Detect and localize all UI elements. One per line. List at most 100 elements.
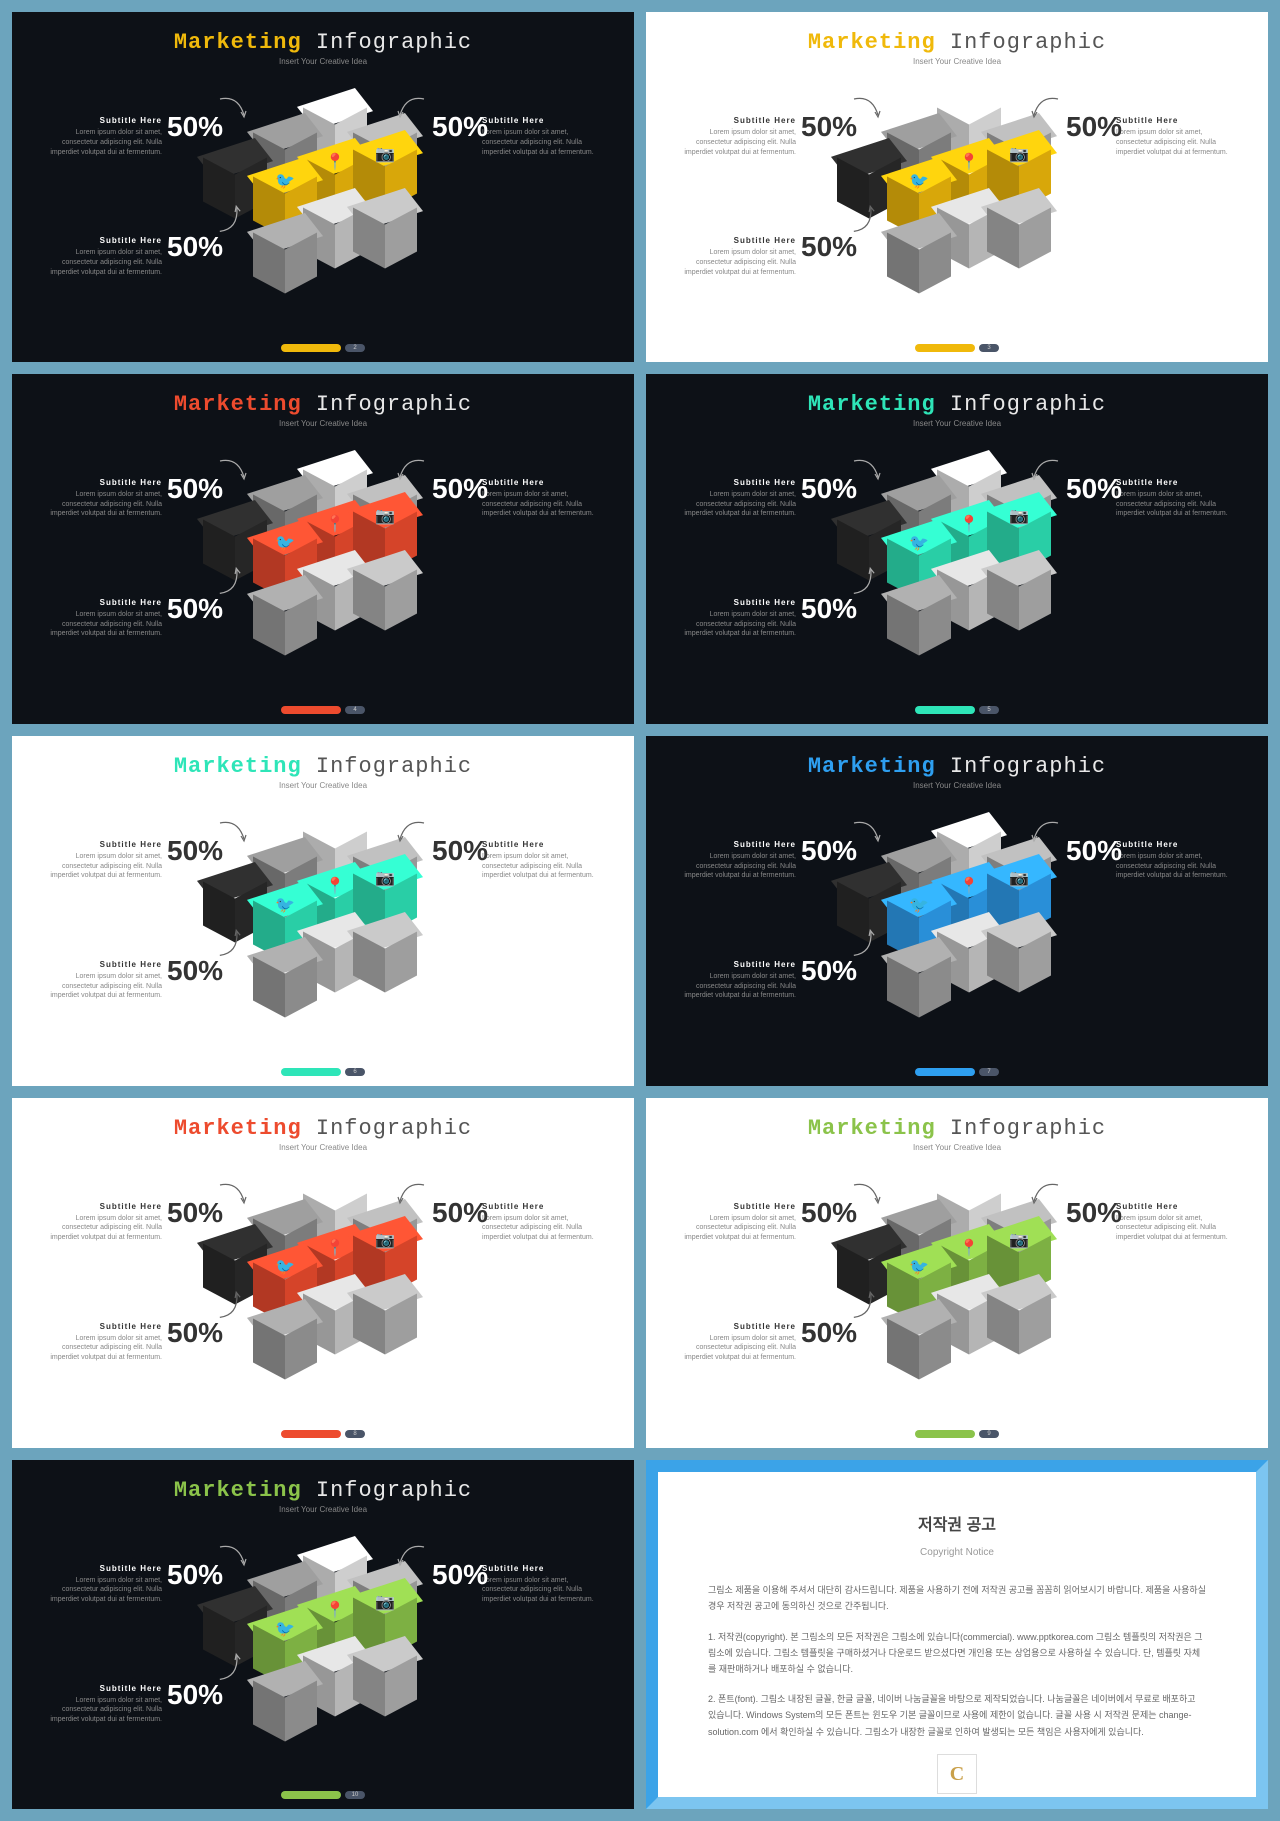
callout-body: Lorem ipsum dolor sit amet, consectetur … [42,490,162,519]
callout-percent: 50% [167,955,223,987]
twitter-icon: 🐦 [275,895,295,915]
cube [987,920,1051,984]
twitter-icon: 🐦 [275,533,295,553]
slide: Marketing InfographicInsert Your Creativ… [12,12,634,362]
callout-label: Subtitle Here [676,236,796,245]
title-rest: Infographic [936,754,1106,779]
content-area: 📍📷🐦Subtitle HereLorem ipsum dolor sit am… [12,438,634,698]
callout-body: Lorem ipsum dolor sit amet, consectetur … [42,1696,162,1725]
slide: Marketing Infographic Insert Your Creativ… [12,1098,634,1448]
pin-icon: 📍 [325,152,345,172]
twitter-icon: 🐦 [909,895,929,915]
callout: Subtitle HereLorem ipsum dolor sit amet,… [676,1322,796,1363]
callout-label: Subtitle Here [676,1322,796,1331]
notice-paragraph: 2. 폰트(font). 그림소 내장된 글꼴, 한글 글꼴, 네이버 나눔글꼴… [708,1691,1206,1740]
callout: Subtitle HereLorem ipsum dolor sit amet,… [42,1322,162,1363]
callout-label: Subtitle Here [676,478,796,487]
callout: Subtitle HereLorem ipsum dolor sit amet,… [42,840,162,881]
callout-label: Subtitle Here [42,1322,162,1331]
pin-icon: 📍 [325,514,345,534]
slide: Marketing InfographicInsert Your Creativ… [12,1460,634,1810]
watermark-icon: C [937,1754,977,1794]
slide-title: Marketing Infographic [646,736,1268,779]
page-number: 5 [979,706,999,714]
arrow-icon [1026,815,1066,855]
pager: 10 [281,1791,365,1799]
pin-icon: 📍 [959,1238,979,1258]
callout: Subtitle HereLorem ipsum dolor sit amet,… [42,598,162,639]
instagram-icon: 📷 [1009,1230,1029,1250]
cube [253,1307,317,1371]
slide-subtitle: Insert Your Creative Idea [646,57,1268,66]
callout-label: Subtitle Here [676,598,796,607]
callout-body: Lorem ipsum dolor sit amet, consectetur … [676,610,796,639]
callout: Subtitle HereLorem ipsum dolor sit amet,… [42,1202,162,1243]
callout-percent: 50% [167,1679,223,1711]
title-rest: Infographic [936,392,1106,417]
instagram-icon: 📷 [375,1230,395,1250]
callout: Subtitle HereLorem ipsum dolor sit amet,… [42,1564,162,1605]
pager: 8 [281,1430,365,1438]
content-area: 📍📷🐦Subtitle HereLorem ipsum dolor sit am… [12,76,634,336]
callout: Subtitle HereLorem ipsum dolor sit amet,… [1116,840,1236,881]
callout-label: Subtitle Here [482,840,602,849]
callout-body: Lorem ipsum dolor sit amet, consectetur … [42,852,162,881]
instagram-icon: 📷 [375,506,395,526]
callout-label: Subtitle Here [42,960,162,969]
callout-body: Lorem ipsum dolor sit amet, consectetur … [42,1576,162,1605]
callout-body: Lorem ipsum dolor sit amet, consectetur … [42,248,162,277]
slide-subtitle: Insert Your Creative Idea [646,1143,1268,1152]
pager: 3 [915,344,999,352]
title-rest: Infographic [302,30,472,55]
page-number: 8 [345,1430,365,1438]
callout: Subtitle HereLorem ipsum dolor sit amet,… [676,116,796,157]
title-rest: Infographic [936,30,1106,55]
slide-subtitle: Insert Your Creative Idea [12,419,634,428]
arrow-icon [392,815,432,855]
slide-title: Marketing Infographic [12,1098,634,1141]
callout-label: Subtitle Here [1116,116,1236,125]
callout-percent: 50% [801,231,857,263]
callout-percent: 50% [167,1317,223,1349]
callout: Subtitle HereLorem ipsum dolor sit amet,… [676,840,796,881]
callout-label: Subtitle Here [676,840,796,849]
arrow-icon [1026,91,1066,131]
instagram-icon: 📷 [375,868,395,888]
callout: Subtitle HereLorem ipsum dolor sit amet,… [1116,116,1236,157]
callout: Subtitle HereLorem ipsum dolor sit amet,… [42,960,162,1001]
slide-title: Marketing Infographic [12,374,634,417]
pager-bar [281,344,341,352]
instagram-icon: 📷 [1009,868,1029,888]
slide-subtitle: Insert Your Creative Idea [12,1505,634,1514]
pager-bar [915,1068,975,1076]
cube [887,583,951,647]
callout-label: Subtitle Here [42,598,162,607]
slide-title: Marketing Infographic [646,1098,1268,1141]
callout: Subtitle HereLorem ipsum dolor sit amet,… [1116,478,1236,519]
title-accent: Marketing [808,1116,936,1141]
callout-percent: 50% [1066,835,1122,867]
pager: 9 [915,1430,999,1438]
callout: Subtitle HereLorem ipsum dolor sit amet,… [482,1202,602,1243]
callout-percent: 50% [801,1197,857,1229]
content-area: 📍📷🐦Subtitle HereLorem ipsum dolor sit am… [12,1162,634,1422]
callout-percent: 50% [801,111,857,143]
callout-label: Subtitle Here [1116,1202,1236,1211]
callout-percent: 50% [801,1317,857,1349]
content-area: 📍📷🐦Subtitle HereLorem ipsum dolor sit am… [646,76,1268,336]
callout-body: Lorem ipsum dolor sit amet, consectetur … [482,1214,602,1243]
callout-percent: 50% [801,473,857,505]
pager-bar [281,1430,341,1438]
slide: Marketing InfographicInsert Your Creativ… [646,12,1268,362]
pin-icon: 📍 [325,1600,345,1620]
twitter-icon: 🐦 [275,1257,295,1277]
slide-subtitle: Insert Your Creative Idea [646,781,1268,790]
slide: Marketing InfographicInsert Your Creativ… [646,374,1268,724]
content-area: 📍📷🐦Subtitle HereLorem ipsum dolor sit am… [12,800,634,1060]
title-rest: Infographic [302,392,472,417]
pager-bar [915,706,975,714]
title-accent: Marketing [174,30,302,55]
slide-subtitle: Insert Your Creative Idea [12,1143,634,1152]
title-accent: Marketing [174,392,302,417]
arrow-icon [392,453,432,493]
